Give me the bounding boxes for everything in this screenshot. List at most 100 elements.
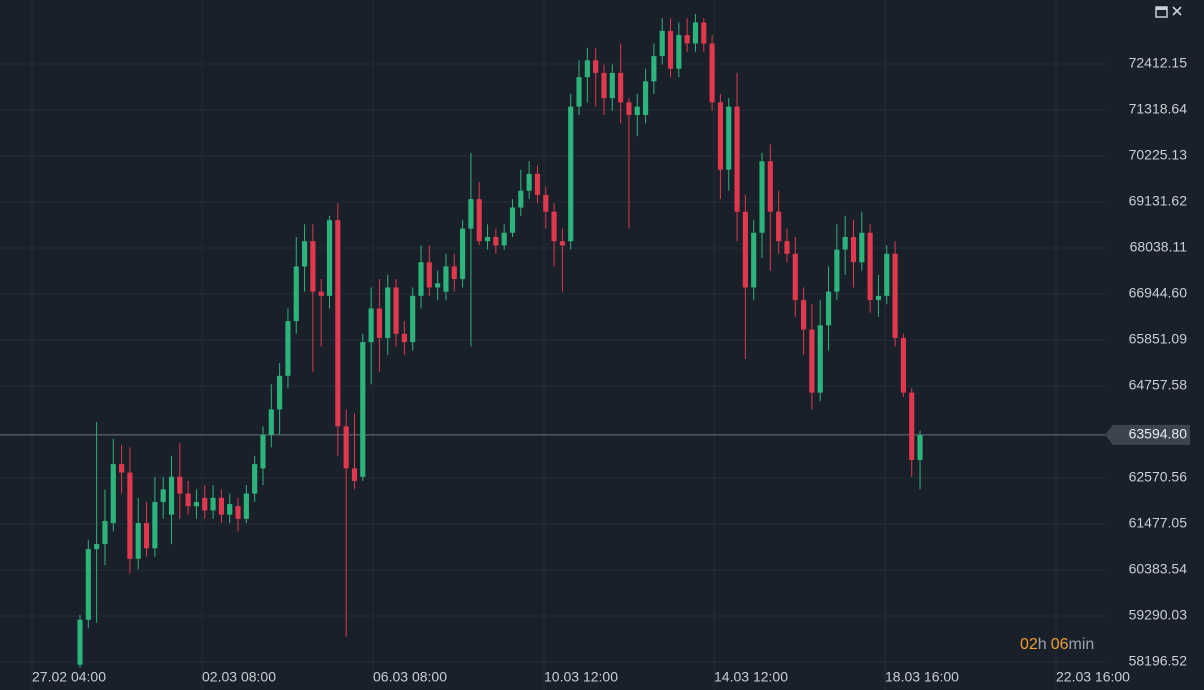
candle-body (484, 236, 491, 242)
candle-body (227, 504, 233, 515)
candle-body (77, 619, 83, 665)
candle-body (243, 493, 249, 519)
candle-body (917, 434, 923, 460)
candle-body (659, 30, 665, 57)
candle-body (102, 520, 108, 545)
candle-body (892, 253, 898, 338)
candle-body (210, 497, 216, 511)
candle-body (460, 228, 466, 280)
candle-body (667, 30, 674, 69)
last-price-tag (1105, 424, 1190, 445)
y-tick-label: 62570.56 (1129, 469, 1188, 485)
candle-body (900, 337, 906, 393)
candle-body (634, 106, 640, 115)
y-tick-label: 71318.64 (1129, 101, 1188, 117)
candle-body (742, 211, 748, 288)
candle-body (684, 35, 690, 44)
axis-labels: 72412.15 71318.64 70225.13 69131.62 68038.11… (32, 55, 1190, 685)
window-controls[interactable] (1155, 6, 1182, 18)
candle-body (310, 241, 316, 292)
candle-body (326, 220, 333, 296)
candle-body (584, 60, 590, 78)
candle-body (376, 308, 383, 338)
candle-body (884, 253, 890, 296)
x-tick-label: 22.03 16:00 (1056, 669, 1130, 685)
y-tick-label: 70225.13 (1129, 147, 1188, 163)
candle-body (817, 325, 823, 393)
candle-body (285, 321, 291, 376)
candle-body (85, 549, 91, 620)
y-tick-label: 68038.11 (1130, 239, 1188, 255)
candle-body (842, 236, 848, 250)
candle-body (568, 106, 574, 242)
y-tick-label: 60383.54 (1129, 561, 1188, 577)
candle-body (651, 56, 657, 82)
candle-body (152, 502, 158, 549)
candle-body (859, 232, 865, 263)
candle-body (776, 211, 782, 242)
candle-body (185, 493, 191, 507)
candle-body (351, 468, 358, 481)
x-tick-label: 02.03 08:00 (202, 669, 276, 685)
x-tick-label: 18.03 16:00 (885, 669, 959, 685)
candle-body (493, 236, 499, 246)
candle-body (676, 35, 682, 69)
candle-body (268, 409, 274, 435)
candle-body (518, 190, 524, 208)
candle-body (709, 43, 715, 103)
candles (77, 14, 923, 669)
candle-body (734, 106, 740, 212)
candle-body (801, 300, 807, 330)
x-tick-label: 06.03 08:00 (373, 669, 447, 685)
candle-body (277, 375, 283, 410)
candle-body (193, 502, 200, 507)
candle-body (468, 199, 474, 229)
candle-body (360, 342, 366, 477)
candle-body (501, 232, 507, 246)
candle-body (202, 497, 208, 511)
candle-body (476, 199, 482, 242)
candle-body (160, 489, 166, 503)
candle-body (767, 161, 773, 212)
x-tick-label: 10.03 12:00 (544, 669, 618, 685)
candle-body (875, 295, 882, 301)
candle-body (435, 283, 441, 288)
y-tick-label: 69131.62 (1129, 193, 1188, 209)
candle-body (443, 266, 449, 292)
timer-hours: 02 (1020, 636, 1038, 653)
candle-body (410, 295, 416, 343)
candle-body (593, 60, 599, 73)
candle-body (850, 236, 857, 263)
candle-body (726, 106, 732, 170)
candle-body (235, 506, 241, 519)
x-tick-label: 27.02 04:00 (32, 669, 106, 685)
candle-body (426, 262, 432, 288)
candle-body (526, 173, 532, 191)
candle-body (717, 102, 723, 170)
candle-body (385, 287, 391, 338)
candle-body (618, 72, 624, 103)
candle-body (559, 241, 565, 246)
timer-h: h (1038, 636, 1047, 653)
candle-body (534, 173, 541, 195)
candle-body (701, 22, 707, 44)
candle-body (609, 72, 615, 99)
candle-body (168, 476, 175, 515)
candle-body (509, 207, 516, 233)
candle-body (784, 241, 790, 254)
candle-body (867, 232, 873, 301)
candle-body (127, 472, 133, 559)
candle-body (601, 72, 607, 99)
candle-body (451, 266, 457, 280)
grid (0, 0, 1105, 690)
close-icon[interactable] (1172, 6, 1182, 16)
x-tick-label: 14.03 12:00 (714, 669, 788, 685)
candle-body (909, 392, 915, 460)
candle-body (751, 232, 757, 288)
candle-body (368, 308, 374, 343)
timer-minutes: 06 (1051, 636, 1069, 653)
candle-body (692, 22, 699, 44)
